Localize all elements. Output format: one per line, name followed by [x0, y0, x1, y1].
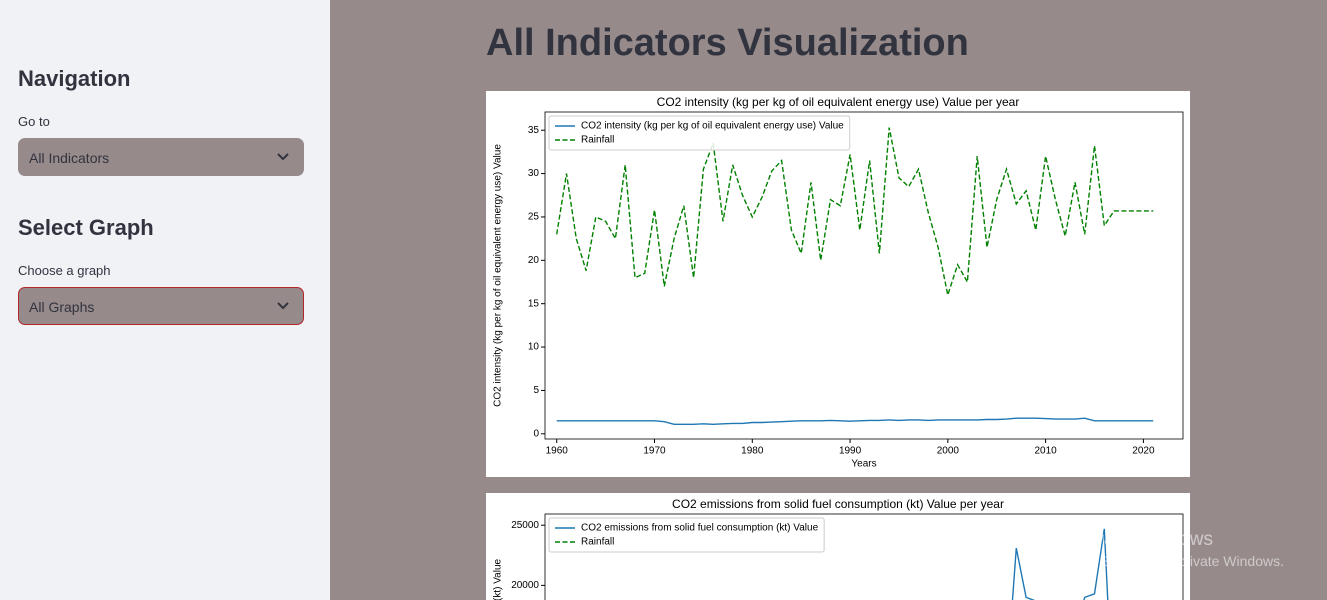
y-tick-label: 10 [528, 342, 540, 353]
graph-heading: Select Graph [18, 215, 154, 240]
axes-frame [544, 111, 1184, 440]
y-tick-label: 25000 [511, 520, 539, 531]
graph-value: All Graphs [29, 299, 95, 315]
y-tick-label: 20 [528, 255, 540, 266]
page-title: All Indicators Visualization [486, 22, 969, 64]
x-tick-label: 1990 [839, 446, 862, 457]
x-tick-label: 1960 [546, 446, 569, 457]
y-tick-label: 25 [528, 212, 540, 223]
chart-title: CO2 intensity (kg per kg of oil equivale… [657, 95, 1020, 109]
legend-label: CO2 intensity (kg per kg of oil equivale… [581, 121, 844, 132]
y-tick-label: 35 [528, 125, 540, 136]
chevron [277, 153, 289, 161]
sidebar: Navigation Go to All Indicators Select G… [0, 0, 330, 600]
data-line [556, 417, 1154, 426]
watermark-title: Activate Windows [1063, 529, 1213, 550]
goto-value: All Indicators [29, 150, 110, 166]
x-tick-label: 2010 [1034, 446, 1057, 457]
data-line [556, 127, 1154, 298]
y-tick-label: 5 [533, 385, 539, 396]
main: All Indicators Visualization CO2 intensi… [330, 0, 1327, 600]
x-tick-label: 2000 [937, 446, 960, 457]
legend-box [548, 517, 825, 553]
legend-label: Rainfall [581, 537, 614, 548]
chevron [277, 302, 289, 310]
chart: CO2 intensity (kg per kg of oil equivale… [486, 91, 1190, 477]
y-axis-label: CO2 emissions from solid fuel consumptio… [493, 559, 504, 600]
watermark-text: Go to Settings to activate Windows. [1063, 553, 1284, 569]
y-tick-label: 20000 [511, 580, 539, 591]
legend-box [548, 115, 851, 151]
graph-label: Choose a graph [18, 263, 111, 278]
axes-frame [544, 513, 1184, 600]
y-tick-label: 0 [533, 428, 539, 439]
x-axis-label: Years [851, 459, 876, 470]
goto-label: Go to [18, 114, 50, 129]
x-tick-label: 2020 [1132, 446, 1155, 457]
x-tick-label: 1970 [643, 446, 666, 457]
legend-label: CO2 emissions from solid fuel consumptio… [581, 523, 819, 534]
graph-select[interactable]: All Graphs [18, 287, 304, 325]
chart: CO2 emissions from solid fuel consumptio… [486, 493, 1190, 600]
y-axis-label: CO2 intensity (kg per kg of oil equivale… [493, 144, 504, 407]
legend-label: Rainfall [581, 135, 614, 146]
y-tick-label: 15 [528, 298, 540, 309]
chart-title: CO2 emissions from solid fuel consumptio… [672, 497, 1004, 511]
nav-heading: Navigation [18, 66, 131, 91]
goto-select[interactable]: All Indicators [18, 138, 304, 176]
y-tick-label: 30 [528, 168, 540, 179]
x-tick-label: 1980 [741, 446, 764, 457]
